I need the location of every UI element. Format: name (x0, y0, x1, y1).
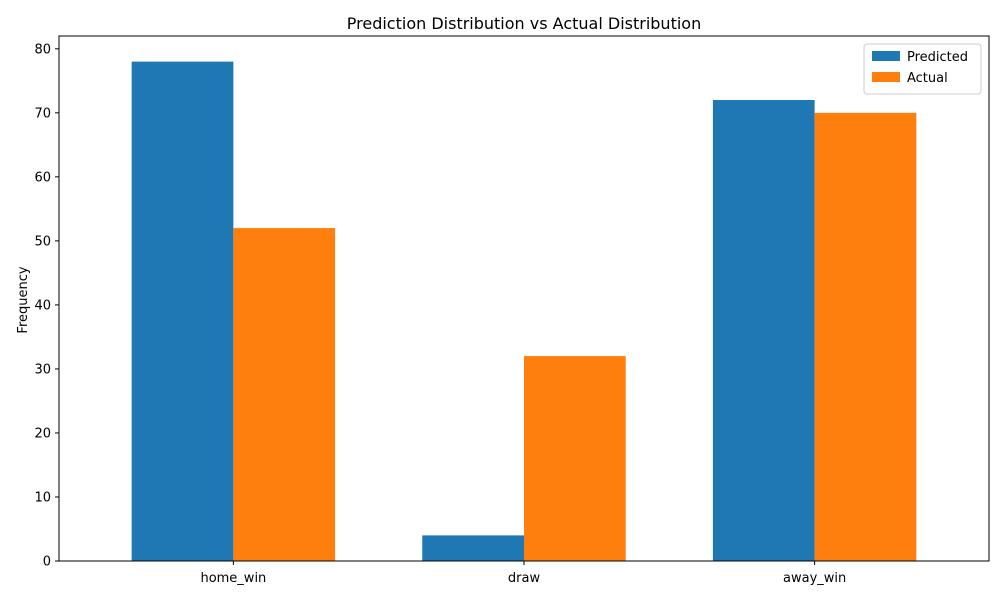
y-tick-label: 20 (34, 426, 51, 441)
bar-actual-draw (524, 356, 626, 561)
y-tick-label: 60 (34, 170, 51, 185)
y-axis-label: Frequency (16, 266, 31, 333)
y-tick-label: 80 (34, 42, 51, 57)
bars-group (131, 61, 917, 562)
bar-predicted-draw (422, 535, 524, 561)
legend-swatch-predicted (872, 51, 900, 61)
y-tick-label: 10 (34, 490, 51, 505)
bar-predicted-home_win (131, 61, 234, 562)
y-tick-label: 50 (34, 234, 51, 249)
y-tick-label: 30 (34, 362, 51, 377)
y-axis: 0 10 20 30 40 50 60 70 80 (34, 42, 59, 570)
legend-swatch-actual (872, 72, 900, 82)
bar-predicted-away_win (712, 100, 815, 562)
legend: Predicted Actual (863, 43, 982, 95)
x-axis: home_win draw away_win (200, 561, 846, 586)
legend-label-actual: Actual (907, 71, 948, 86)
bar-actual-away_win (814, 112, 917, 561)
chart-title: Prediction Distribution vs Actual Distri… (347, 14, 701, 33)
legend-label-predicted: Predicted (907, 50, 968, 65)
x-tick-label: home_win (200, 571, 266, 586)
x-tick-label: draw (508, 571, 541, 586)
y-tick-label: 0 (43, 555, 51, 570)
bar-actual-home_win (233, 228, 336, 561)
x-tick-label: away_win (783, 571, 846, 586)
y-tick-label: 40 (34, 298, 51, 313)
plot-frame (58, 35, 990, 562)
y-tick-label: 70 (34, 106, 51, 121)
